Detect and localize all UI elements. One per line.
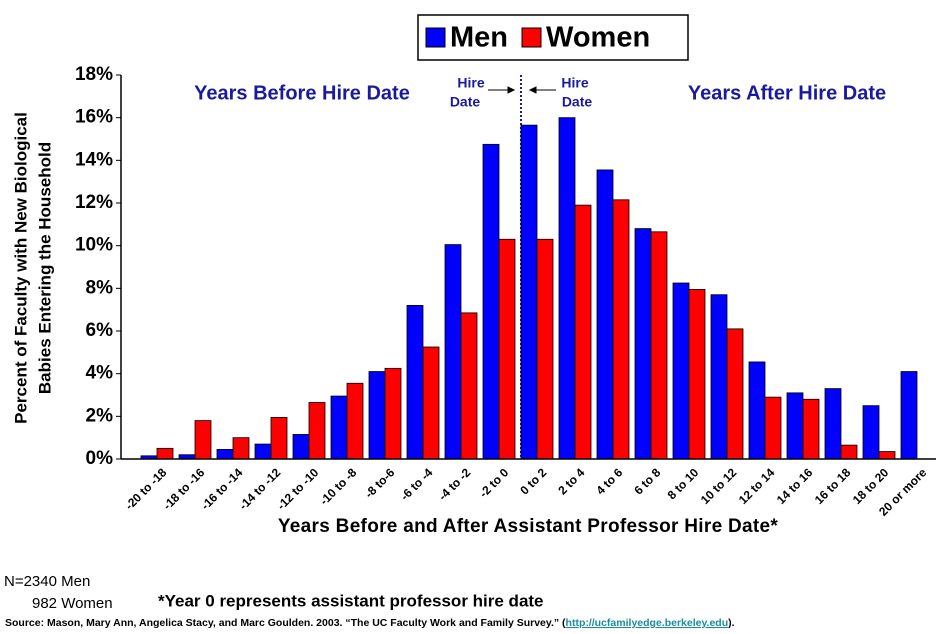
x-axis-label: Years Before and After Assistant Profess…: [278, 516, 779, 537]
bar: [878, 451, 896, 460]
bar: [520, 124, 538, 460]
x-tick-label: 14 to 16: [774, 465, 816, 507]
arrow-head: [507, 86, 516, 94]
arrows: [488, 86, 556, 94]
bar: [194, 420, 212, 460]
x-tick-label: 4 to 6: [593, 465, 625, 497]
x-tick-label: -4 to -2: [436, 465, 474, 503]
bar: [482, 143, 500, 460]
bar: [688, 288, 706, 460]
bar: [444, 244, 462, 460]
bar: [900, 371, 918, 460]
x-tick-label: 12 to 14: [736, 465, 778, 507]
x-tick-label: 16 to 18: [812, 465, 854, 507]
bar: [862, 405, 880, 460]
bar: [232, 437, 250, 460]
legend-label: Women: [546, 22, 650, 54]
y-tick-label: 10%: [75, 235, 113, 256]
bar: [330, 395, 348, 460]
y-tick-label: 6%: [86, 320, 114, 341]
bar: [406, 304, 424, 460]
y-tick-label: 0%: [86, 448, 114, 469]
x-tick-label: 0 to 2: [517, 465, 549, 497]
annotation: Date: [562, 94, 593, 110]
bar: [216, 448, 234, 460]
y-axis-label: Babies Entering the Household: [35, 142, 54, 394]
bar: [368, 371, 386, 460]
bar: [498, 238, 516, 460]
source-link[interactable]: http://ucfamilyedge.berkeley.edu: [566, 617, 729, 629]
bar: [840, 444, 858, 460]
bar: [536, 238, 554, 460]
y-tick-label: 8%: [86, 277, 114, 298]
annotation: Hire: [457, 75, 484, 91]
bar: [574, 204, 592, 460]
bar: [254, 443, 272, 460]
source-text: ).: [728, 617, 734, 629]
bar: [270, 416, 288, 460]
x-tick-label: -10 to -8: [317, 465, 360, 508]
source-text: Source: Mason, Mary Ann, Angelica Stacy,…: [5, 617, 566, 629]
y-tick-label: 2%: [86, 405, 114, 426]
note: 982 Women: [32, 595, 113, 612]
footnote: *Year 0 represents assistant professor h…: [158, 591, 544, 610]
x-tick-label: 2 to 4: [555, 465, 587, 497]
bar: [308, 402, 326, 460]
bar: [824, 388, 842, 460]
legend-swatch: [521, 27, 542, 48]
y-tick-label: 4%: [86, 363, 114, 384]
bar: [802, 398, 820, 460]
bar: [460, 312, 478, 460]
bar: [786, 392, 804, 460]
legend-box: [417, 14, 689, 61]
legend: Men Women: [425, 22, 650, 54]
note: N=2340 Men: [4, 573, 90, 590]
x-tick-label: -8 to-6: [362, 465, 398, 501]
bar: [612, 199, 630, 460]
annotation: Date: [450, 94, 481, 110]
bar: [596, 169, 614, 460]
annotation: Hire: [561, 75, 588, 91]
y-axis-label: Percent of Faculty with New Biological: [11, 112, 30, 424]
x-tick-label: 8 to 10: [665, 465, 702, 502]
y-tick-label: 14%: [75, 149, 113, 170]
bar: [764, 396, 782, 460]
bar: [748, 361, 766, 460]
x-tick-label: -6 to -4: [398, 465, 436, 503]
y-tick-label: 16%: [75, 107, 113, 128]
bar: [650, 231, 668, 460]
annotation: Years Before Hire Date: [194, 82, 410, 104]
bar: [710, 294, 728, 460]
x-tick-label: -2 to 0: [476, 465, 511, 500]
bar: [634, 228, 652, 460]
y-tick-label: 18%: [75, 64, 113, 85]
x-tick-label: 10 to 12: [698, 465, 740, 507]
x-tick-label: 6 to 8: [631, 465, 663, 497]
bar: [156, 447, 174, 460]
source: Source: Mason, Mary Ann, Angelica Stacy,…: [5, 617, 735, 629]
bar: [672, 282, 690, 460]
legend-swatch: [425, 27, 446, 48]
x-tick-label: -12 to -10: [274, 465, 321, 512]
bar: [726, 328, 744, 460]
arrow-head: [528, 86, 537, 94]
annotation: Years After Hire Date: [688, 82, 886, 104]
bar: [422, 346, 440, 460]
bar: [384, 367, 402, 460]
legend-label: Men: [450, 22, 508, 54]
y-tick-label: 12%: [75, 192, 113, 213]
bar: [292, 434, 310, 460]
bar: [558, 117, 576, 460]
bar: [346, 382, 364, 460]
